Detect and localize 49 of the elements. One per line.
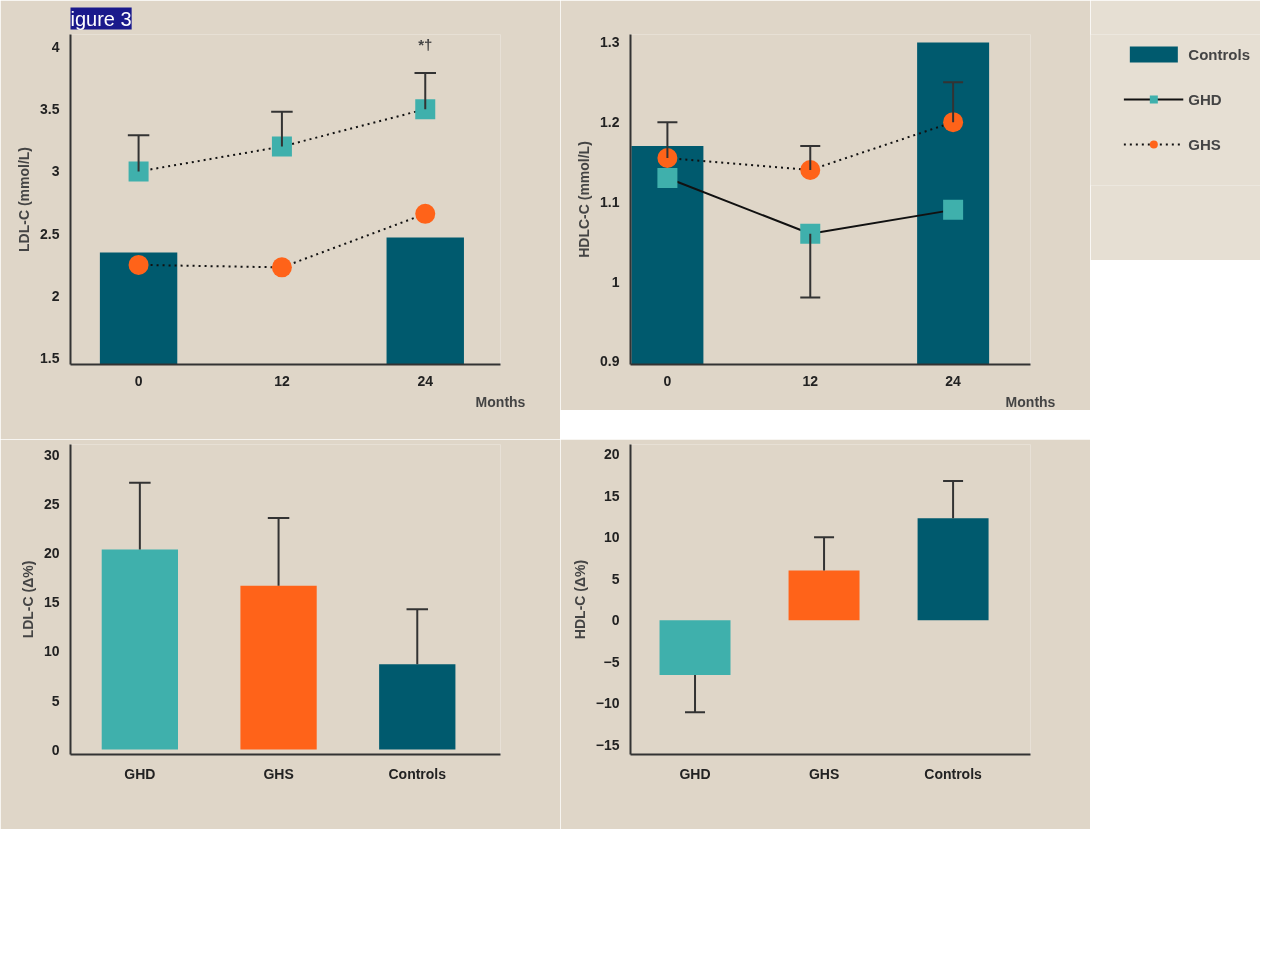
x-tick-label: 0 <box>663 372 672 389</box>
x-tick-label: Controls <box>924 765 983 782</box>
y-tick-label: 1.5 <box>40 350 60 367</box>
x-axis-title: Months <box>475 393 526 410</box>
y-tick-label: 3 <box>51 163 60 180</box>
y-tick-label: 5 <box>51 692 60 709</box>
y-tick-label: −5 <box>603 653 620 670</box>
x-tick-label: Controls <box>388 765 447 782</box>
y-tick-label: 10 <box>43 643 60 660</box>
y-tick-label: 1.2 <box>600 114 620 131</box>
legend-label: GHS <box>1188 135 1221 153</box>
y-tick-label: 15 <box>603 487 620 504</box>
y-axis-title: HDL-C (Δ%) <box>571 559 588 640</box>
y-axis-title: LDL-C (mmol/L) <box>16 147 33 252</box>
x-axis-title: Months <box>1005 393 1056 410</box>
y-tick-label: 0 <box>51 741 60 758</box>
y-tick-label: 15 <box>43 594 60 611</box>
y-tick-label: 2.5 <box>40 225 60 242</box>
x-tick-label: GHS <box>263 765 294 782</box>
y-tick-label: 0.9 <box>600 353 620 370</box>
y-tick-label: 20 <box>43 545 60 562</box>
legend-label: GHD <box>1188 90 1222 108</box>
y-tick-label: −10 <box>595 695 620 712</box>
x-tick-label: 24 <box>417 372 434 389</box>
y-tick-label: 3.5 <box>40 101 60 118</box>
x-tick-label: 12 <box>274 372 290 389</box>
chart-title: igure 3 <box>70 7 132 30</box>
x-tick-label: 24 <box>945 372 962 389</box>
x-tick-label: 12 <box>802 372 819 389</box>
legend-label: Controls <box>1188 45 1250 63</box>
x-tick-label: GHD <box>124 765 156 782</box>
y-tick-label: 20 <box>603 446 620 463</box>
y-tick-label: 1 <box>611 273 620 290</box>
y-axis-title: HDLC-C (mmol/L) <box>576 141 593 258</box>
y-tick-label: 4 <box>51 38 60 55</box>
y-tick-label: 30 <box>43 447 60 464</box>
y-tick-label: 1.3 <box>600 34 620 51</box>
y-tick-label: 0 <box>611 612 620 629</box>
y-tick-label: −15 <box>595 736 620 753</box>
y-tick-label: 2 <box>51 288 60 305</box>
annotation: *† <box>418 35 433 53</box>
x-tick-label: GHD <box>679 765 711 782</box>
y-tick-label: 25 <box>43 496 60 513</box>
y-axis-title: LDL-C (Δ%) <box>19 560 36 639</box>
x-tick-label: GHS <box>808 765 840 782</box>
x-tick-label: 0 <box>134 372 143 389</box>
y-tick-label: 5 <box>611 570 620 587</box>
y-tick-label: 10 <box>603 529 620 546</box>
y-tick-label: 1.1 <box>600 193 620 210</box>
